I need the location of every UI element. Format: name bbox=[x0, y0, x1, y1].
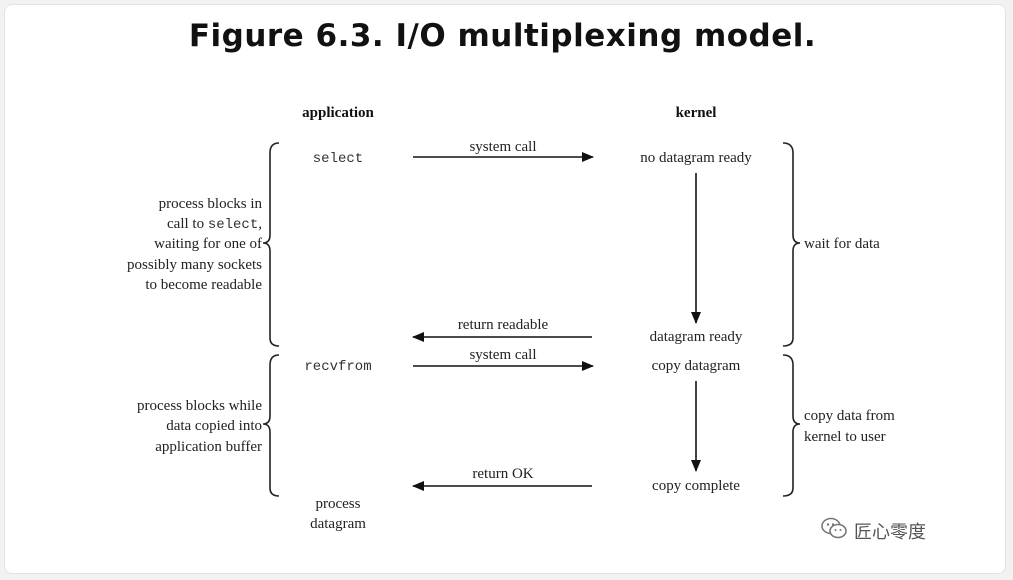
select-note-line3: waiting for one of bbox=[154, 236, 262, 252]
select-note-line5: to become readable bbox=[145, 277, 262, 293]
kernel-header: kernel bbox=[676, 105, 717, 121]
select-note-line2: call to select, bbox=[167, 216, 262, 233]
left-brace-copy-block bbox=[262, 354, 280, 497]
figure-frame bbox=[4, 4, 1006, 574]
recvfrom-call-label: recvfrom bbox=[304, 359, 371, 375]
select-note-line1: process blocks in bbox=[159, 196, 263, 212]
select-note-line2-suffix: , bbox=[258, 216, 262, 232]
select-call-label: select bbox=[313, 151, 363, 167]
watermark: 匠心零度 bbox=[820, 516, 926, 545]
copy-datagram-label: copy datagram bbox=[652, 358, 741, 374]
datagram-ready-label: datagram ready bbox=[650, 329, 743, 345]
process-datagram-line2: datagram bbox=[310, 516, 366, 532]
right-brace-wait-data bbox=[782, 142, 801, 347]
select-note-line2-code: select bbox=[208, 217, 258, 233]
copy-complete-label: copy complete bbox=[652, 478, 740, 494]
copy-data-note-line2: kernel to user bbox=[804, 429, 886, 445]
figure-title: Figure 6.3. I/O multiplexing model. bbox=[188, 18, 817, 54]
wechat-icon bbox=[820, 516, 848, 545]
system-call-label-2: system call bbox=[469, 347, 536, 363]
return-readable-label: return readable bbox=[458, 317, 549, 333]
no-datagram-ready-label: no datagram ready bbox=[640, 150, 752, 166]
select-note-line4: possibly many sockets bbox=[127, 257, 262, 273]
process-datagram-line1: process bbox=[316, 496, 361, 512]
system-call-label-1: system call bbox=[469, 139, 536, 155]
copy-data-note-line1: copy data from bbox=[804, 408, 895, 424]
select-note-line2-prefix: call to bbox=[167, 216, 208, 232]
left-brace-select-block bbox=[262, 142, 280, 347]
application-header: application bbox=[302, 105, 374, 121]
copy-note-line2: data copied into bbox=[166, 418, 262, 434]
return-ok-label: return OK bbox=[472, 466, 533, 482]
copy-note-line1: process blocks while bbox=[137, 398, 262, 414]
watermark-text: 匠心零度 bbox=[854, 521, 926, 543]
copy-note-line3: application buffer bbox=[155, 439, 262, 455]
right-brace-copy-data bbox=[782, 354, 801, 497]
wait-for-data-label: wait for data bbox=[804, 236, 880, 252]
